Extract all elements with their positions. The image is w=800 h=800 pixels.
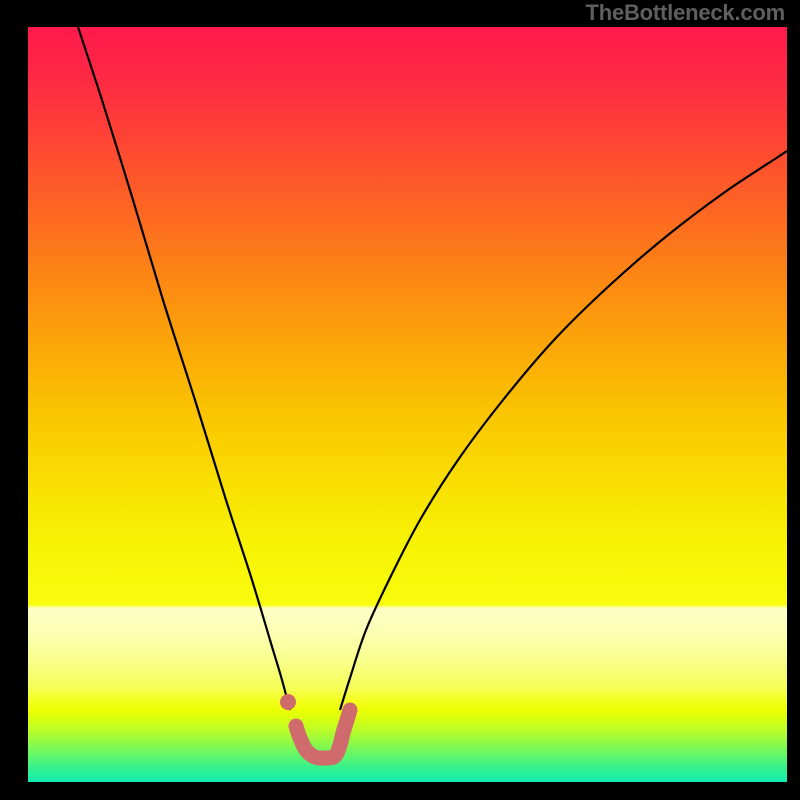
outer-frame: TheBottleneck.com — [0, 0, 800, 800]
gradient-plot-area — [28, 27, 787, 782]
watermark-text: TheBottleneck.com — [585, 0, 785, 26]
